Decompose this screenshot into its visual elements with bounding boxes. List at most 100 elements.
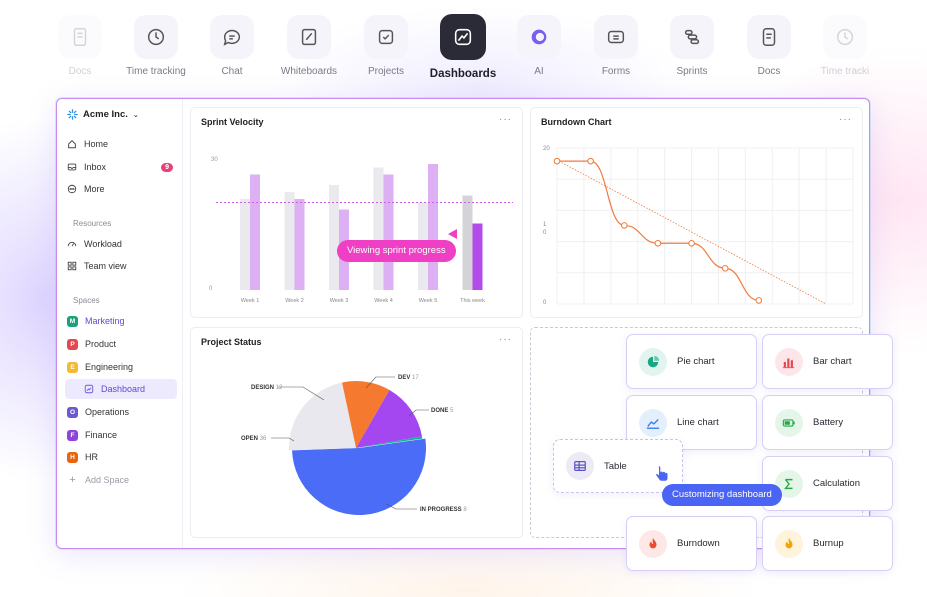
pie-leader-line	[271, 437, 295, 442]
spaces-heading: Spaces	[73, 296, 100, 305]
space-hr[interactable]: H HR	[67, 447, 179, 467]
nav-label: Docs	[68, 66, 92, 77]
battery-icon	[775, 408, 803, 437]
nav-time-tracking-right[interactable]: Time tracki	[800, 15, 890, 77]
nav-label: Time tracki	[820, 66, 870, 77]
widget-label: Calculation	[813, 478, 860, 489]
velocity-bar	[472, 223, 483, 290]
widget-bar-chart[interactable]: Bar chart	[762, 334, 893, 389]
nav-time-tracking[interactable]: Time tracking	[111, 15, 201, 77]
sidebar-item-more[interactable]: More	[67, 179, 179, 199]
velocity-bar	[284, 192, 295, 290]
more-options-icon[interactable]: ···	[499, 114, 512, 125]
card-title: Sprint Velocity	[201, 117, 264, 127]
sidebar-item-label: Inbox	[84, 162, 107, 172]
sidebar-item-inbox[interactable]: Home Inbox 9	[67, 157, 179, 177]
y-tick-label: 0	[543, 300, 547, 306]
sidebar-item-workload[interactable]: Workload	[67, 234, 179, 254]
app-window: Acme Inc. ⌄ Home Home Inbox 9 More Resou…	[56, 98, 870, 549]
nav-whiteboards[interactable]: Whiteboards	[264, 15, 354, 77]
chevron-down-icon: ⌄	[132, 111, 139, 119]
space-label: Product	[85, 339, 117, 349]
widget-burndown[interactable]: Burndown	[626, 516, 757, 571]
burnup-icon	[775, 529, 803, 558]
cursor-pointer-icon	[448, 229, 457, 239]
nav-label: Sprints	[676, 66, 708, 77]
widget-label: Burnup	[813, 538, 844, 549]
widget-calculation[interactable]: Calculation	[762, 456, 893, 511]
sidebar-item-home[interactable]: Home	[67, 134, 179, 154]
space-dashboard[interactable]: Dashboard	[65, 379, 177, 399]
pie-chart-icon	[639, 347, 667, 376]
grid-icon	[67, 261, 77, 271]
unread-badge: 9	[161, 162, 173, 172]
velocity-bar	[329, 185, 339, 290]
more-options-icon[interactable]: ···	[499, 334, 512, 345]
customize-tooltip: Customizing dashboard	[662, 484, 782, 506]
table-icon	[566, 452, 594, 480]
workspace-switcher[interactable]: Acme Inc. ⌄	[67, 109, 139, 120]
widget-label: Table	[604, 460, 627, 472]
widget-burnup[interactable]: Burnup	[762, 516, 893, 571]
pie-label-dev: DEV 17	[398, 375, 419, 381]
more-options-icon[interactable]: ···	[839, 114, 852, 125]
y-tick-label: 30	[211, 157, 218, 163]
nav-docs[interactable]: Docs	[724, 15, 814, 77]
widget-table-dragging[interactable]: Table	[553, 439, 683, 493]
sidebar-item-team-view[interactable]: Team view	[67, 256, 179, 276]
pie-slice	[356, 436, 423, 448]
nav-ai[interactable]: AI	[494, 15, 584, 77]
bar-chart-icon	[775, 347, 803, 376]
x-tick-label: Week 4	[374, 298, 393, 304]
doc-icon	[747, 15, 791, 59]
x-tick-label: Week 1	[241, 298, 260, 304]
add-space-button[interactable]: + Add Space	[67, 470, 179, 490]
whiteboard-icon	[287, 15, 331, 59]
pie-slice	[292, 438, 426, 515]
nav-chat[interactable]: Chat	[187, 15, 277, 77]
burndown-point	[688, 239, 695, 247]
ideal-line	[558, 160, 827, 305]
dashboard-icon	[84, 384, 94, 394]
x-tick-label: Week 2	[285, 298, 304, 304]
nav-projects[interactable]: Projects	[341, 15, 431, 77]
space-engineering[interactable]: E Engineering	[67, 357, 179, 377]
space-product[interactable]: P Product	[67, 334, 179, 354]
nav-forms[interactable]: Forms	[571, 15, 661, 77]
burndown-point	[755, 297, 763, 304]
space-operations[interactable]: O Operations	[67, 402, 179, 422]
velocity-bar	[428, 164, 438, 290]
pie-leader-line	[365, 376, 395, 389]
widget-label: Burndown	[677, 538, 720, 549]
velocity-bar	[294, 199, 305, 290]
velocity-bar	[240, 199, 250, 290]
burndown-point	[654, 239, 662, 247]
inbox-icon	[67, 163, 77, 171]
nav-label: AI	[534, 66, 544, 77]
space-marketing[interactable]: M Marketing	[67, 311, 179, 331]
nav-label: Whiteboards	[280, 66, 338, 77]
widget-label: Pie chart	[677, 356, 715, 367]
space-label: Marketing	[85, 316, 125, 326]
line-chart-icon	[639, 408, 667, 437]
chat-icon	[210, 15, 254, 59]
y-tick-label: 1	[543, 222, 547, 228]
nav-dashboards[interactable]: Dashboards	[418, 14, 508, 80]
ai-icon	[517, 15, 561, 59]
widget-battery[interactable]: Battery	[762, 395, 893, 450]
nav-docs-left[interactable]: Docs	[35, 15, 125, 77]
space-label: Operations	[85, 407, 130, 417]
y-tick-label: 0	[209, 286, 213, 292]
widget-label: Line chart	[677, 417, 719, 428]
space-avatar: O	[67, 406, 78, 418]
nav-sprints[interactable]: Sprints	[647, 15, 737, 77]
space-avatar: M	[67, 315, 78, 327]
pie-leader-line	[385, 503, 417, 510]
velocity-bar	[462, 195, 473, 290]
widget-pie-chart[interactable]: Pie chart	[626, 334, 757, 389]
resources-heading: Resources	[73, 219, 112, 228]
nav-label: Time tracking	[126, 66, 186, 77]
space-finance[interactable]: F Finance	[67, 425, 179, 445]
workspace-name: Acme Inc.	[83, 109, 128, 120]
